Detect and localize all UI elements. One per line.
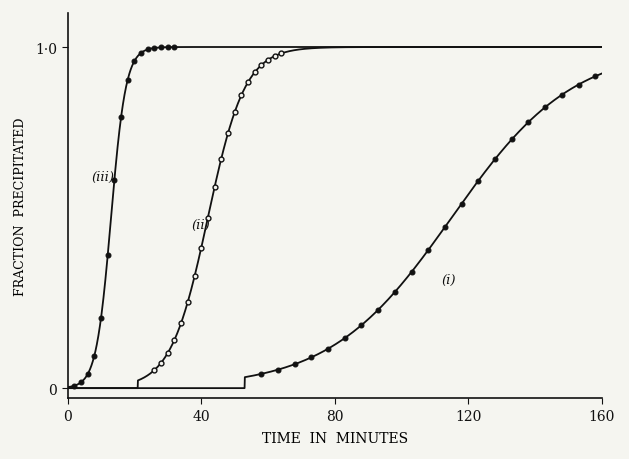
X-axis label: TIME  IN  MINUTES: TIME IN MINUTES [262,431,408,445]
Text: (i): (i) [442,273,456,286]
Text: (ii): (ii) [191,219,210,232]
Text: (iii): (iii) [91,171,114,184]
Y-axis label: FRACTION  PRECIPITATED: FRACTION PRECIPITATED [14,117,27,295]
